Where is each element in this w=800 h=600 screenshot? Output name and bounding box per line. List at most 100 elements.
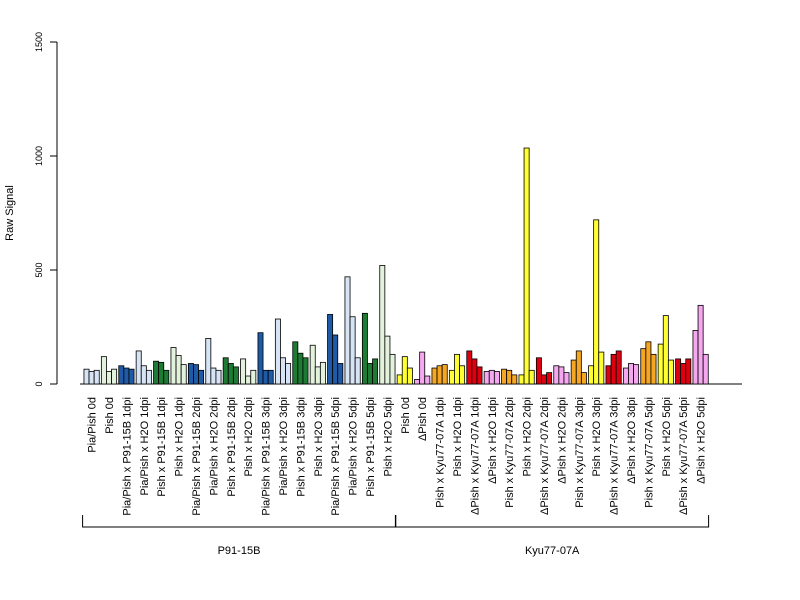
bar: [553, 365, 560, 385]
category-label: ΔPish x H2O 2dpi: [556, 397, 568, 484]
bar: [685, 358, 692, 385]
bar: [657, 343, 664, 385]
category-label: Pia/Pish 0d: [87, 397, 99, 453]
bar: [245, 375, 252, 385]
group-label: P91-15B: [218, 545, 261, 557]
bar: [88, 371, 95, 385]
category-label: Pia/Pish x P91-15B 3dpi: [261, 397, 273, 516]
bar: [193, 364, 199, 385]
category-label: ΔPish x Kyu77-07A 1dpi: [469, 397, 481, 515]
category-label: Pish x P91-15B 3dpi: [295, 397, 307, 497]
bar: [483, 371, 490, 385]
category-label: Pish x Kyu77-07A 5dpi: [643, 397, 655, 508]
bar: [210, 367, 217, 385]
group-label: Kyu77-07A: [525, 545, 580, 557]
bar: [145, 369, 152, 385]
category-label: ΔPish x Kyu77-07A 2dpi: [539, 397, 551, 515]
bar: [702, 353, 709, 385]
bar: [123, 367, 130, 385]
bar: [215, 369, 222, 385]
category-label: Pish x H2O 5dpi: [661, 397, 673, 476]
bar: [697, 304, 704, 385]
category-label: Pish x H2O 3dpi: [313, 397, 325, 476]
category-label: ΔPish x H2O 1dpi: [487, 397, 499, 484]
bar: [314, 366, 321, 385]
bar: [327, 314, 334, 385]
bar: [535, 357, 542, 385]
bar: [633, 364, 640, 385]
bar: [615, 350, 622, 385]
y-axis: 0 500 1000 1500: [34, 32, 58, 387]
category-label: Pia/Pish x H2O 2dpi: [208, 397, 220, 495]
bar: [349, 316, 356, 385]
bar: [372, 358, 379, 385]
bar: [354, 357, 361, 385]
bar: [575, 350, 582, 385]
bar: [170, 347, 177, 385]
bar: [222, 357, 229, 385]
bar: [610, 353, 617, 385]
bar: [692, 330, 699, 385]
y-tick-label: 1000: [34, 146, 44, 166]
y-axis-label: Raw Signal: [4, 185, 16, 241]
bar: [593, 219, 600, 385]
y-tick-label: 1500: [34, 32, 44, 52]
bar: [297, 352, 304, 385]
bar: [198, 369, 205, 385]
bar: [466, 350, 473, 385]
bar: [93, 369, 100, 385]
bar: [118, 365, 125, 385]
bar: [232, 366, 239, 385]
bar: [501, 368, 508, 385]
bar: [367, 363, 373, 385]
category-label: ΔPish x H2O 5dpi: [696, 397, 708, 484]
y-tick-label: 500: [34, 262, 44, 277]
category-label: Pia/Pish x H2O 1dpi: [139, 397, 151, 495]
bar: [344, 276, 351, 385]
bar: [541, 374, 547, 385]
bar: [83, 368, 90, 385]
category-label: Pish 0d: [104, 397, 116, 434]
bar: [140, 365, 147, 385]
category-label: Pish x H2O 1dpi: [174, 397, 186, 476]
bar: [389, 353, 396, 385]
category-label: Pish x Kyu77-07A 2dpi: [504, 397, 516, 508]
bar: [667, 359, 674, 385]
category-label: ΔPish 0d: [417, 397, 429, 441]
bar: [406, 367, 413, 385]
category-label: Pia/Pish x H2O 3dpi: [278, 397, 290, 495]
bar: [274, 318, 281, 385]
bars: [83, 147, 709, 385]
bar: [588, 365, 595, 385]
category-label: ΔPish x Kyu77-07A 3dpi: [609, 397, 621, 515]
bar: [558, 366, 565, 385]
bar: [662, 315, 669, 385]
category-label: ΔPish x H2O 3dpi: [626, 397, 638, 484]
bar: [285, 363, 292, 385]
bar: [401, 356, 408, 385]
category-label: Pish x H2O 5dpi: [382, 397, 394, 476]
bar: [337, 363, 344, 385]
category-label: Pish x Kyu77-07A 3dpi: [574, 397, 586, 508]
category-label: Pish x H2O 2dpi: [243, 397, 255, 476]
bar: [570, 359, 577, 385]
category-label: Pish 0d: [400, 397, 412, 434]
bar: [205, 337, 212, 385]
category-label: Pia/Pish x P91-15B 2dpi: [191, 397, 203, 516]
bar: [100, 356, 107, 385]
bar: [640, 348, 647, 385]
bar: [436, 365, 443, 385]
bar: [580, 372, 587, 385]
bar: [488, 369, 495, 385]
bar: [128, 368, 135, 385]
bar: [680, 363, 687, 385]
bar: [267, 369, 274, 385]
bar: [441, 364, 448, 385]
bar: [379, 265, 386, 385]
bar: [645, 341, 652, 385]
category-label: Pia/Pish x P91-15B 5dpi: [330, 397, 342, 516]
bar: [471, 358, 478, 385]
bar: [153, 360, 160, 385]
category-label: ΔPish x Kyu77-07A 5dpi: [678, 397, 690, 515]
group-bracket: [82, 515, 396, 528]
